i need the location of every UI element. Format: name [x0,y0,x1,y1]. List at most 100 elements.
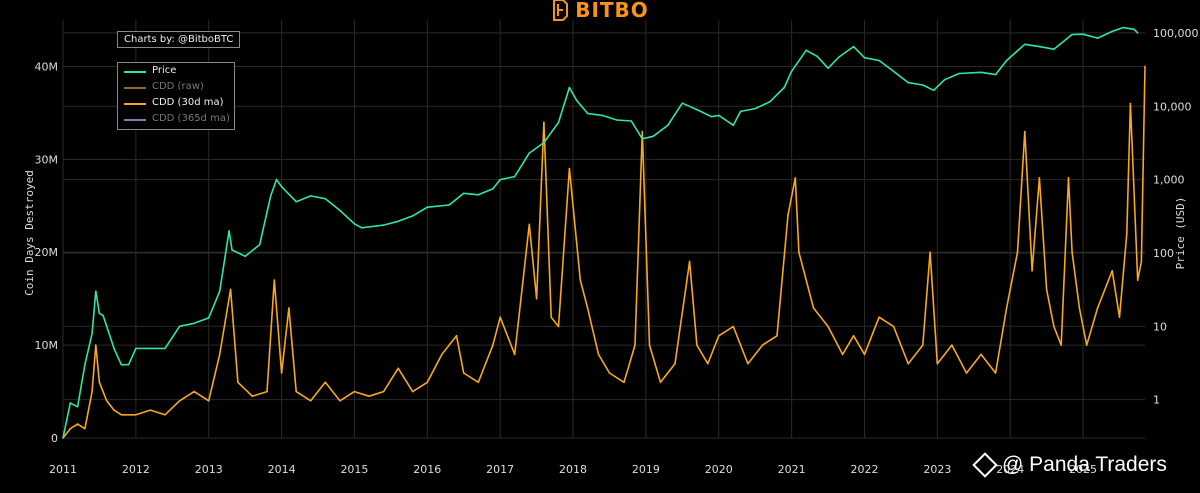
x-tick-label: 2011 [49,463,77,476]
price-point [1096,37,1099,39]
y-right-tick-label: 100,000 [1153,27,1199,40]
price-point [295,200,298,203]
price-point [892,70,895,73]
price-point [244,255,246,258]
cdd-point [648,344,651,346]
x-tick-label: 2019 [632,463,660,476]
cdd-point [1126,232,1128,235]
cdd-point [135,414,137,416]
price-point [586,112,589,115]
price-point [411,215,414,217]
cdd-point [1060,344,1062,346]
price-point [805,49,807,52]
price-point [324,197,327,200]
cdd-point [794,177,797,179]
price-point [852,45,855,48]
price-point [426,206,429,208]
cdd-point [280,372,283,374]
price-point [105,325,108,328]
price-point [193,322,195,325]
cdd-point [477,381,480,384]
price-point [718,114,720,117]
cdd-point [353,390,356,393]
legend-item-cdd-30d[interactable]: CDD (30d ma) [118,95,234,111]
price-point [732,124,735,127]
cdd-point [1140,260,1143,263]
price-point [228,230,230,232]
price-point [568,86,571,89]
cdd-point [707,362,709,365]
legend-item-cdd-raw[interactable]: CDD (raw) [118,79,234,95]
cdd-point [761,344,764,346]
price-point [258,243,261,246]
price-point [382,224,385,226]
price-point [754,107,756,110]
y-left-tick-label: 10M [35,339,59,352]
price-point [681,102,684,104]
cdd-point [324,381,327,384]
cdd-point [1045,288,1048,291]
price-point [1133,28,1135,31]
cdd-point [164,414,166,416]
legend-item-cdd-365d[interactable]: CDD (365d ma) [118,111,234,127]
cdd-point [892,325,895,328]
x-axis: 2011 2012 2013 2014 2015 2016 2017 2018 2019 2020… [49,463,1097,476]
cdd-point [1078,307,1081,309]
price-point [477,194,480,196]
price-point [207,317,210,319]
price-point [994,73,997,76]
cdd-point [382,390,385,393]
price-point [135,347,137,350]
x-tick-label: 2016 [413,463,441,476]
cdd-point [852,335,855,337]
cdd-point [1053,325,1055,328]
cdd-point [120,414,123,416]
watermark-text: @ Panda Traders [1002,453,1167,476]
cdd-point [1067,177,1070,179]
cdd-point [674,362,676,365]
price-point [360,227,363,229]
cdd-point [732,325,735,328]
x-tick-label: 2022 [850,463,878,476]
price-point [575,99,578,102]
legend-item-price[interactable]: Price [118,63,234,79]
price-point [492,188,494,190]
x-tick-label: 2023 [923,463,951,476]
cdd-point [218,353,221,356]
price-point [339,209,341,212]
cdd-point [95,344,97,346]
price-point [652,135,654,138]
price-point [827,67,829,69]
cdd-point [193,390,195,393]
y-right-tick-label: 1 [1153,394,1160,407]
cdd-point [688,260,691,263]
cdd-point [543,121,545,123]
y-right-tick-label: 10,000 [1153,100,1192,113]
price-point [275,178,278,181]
cdd-point [980,353,982,356]
x-tick-label: 2020 [705,463,733,476]
price-point [164,347,166,350]
price-point [932,89,935,92]
price-point [309,195,312,197]
price-point [667,124,669,127]
cdd-point [1144,65,1146,68]
price-point [907,81,909,84]
cdd-point [1129,102,1132,105]
cdd-point [295,390,298,393]
cdd-point [579,279,582,281]
cdd-point [105,400,108,402]
legend-label: CDD (365d ma) [152,113,230,124]
legend-label: CDD (raw) [152,81,204,92]
price-point [98,312,101,315]
price-point [280,185,283,188]
price-point [1136,32,1139,34]
cdd-point [1085,344,1088,346]
cdd-point [812,307,815,309]
cdd-point [288,307,290,309]
cdd-point [251,395,254,398]
cdd-point [368,395,370,398]
cdd-point [492,344,494,346]
binance-icon [972,452,998,478]
price-point [980,71,982,74]
